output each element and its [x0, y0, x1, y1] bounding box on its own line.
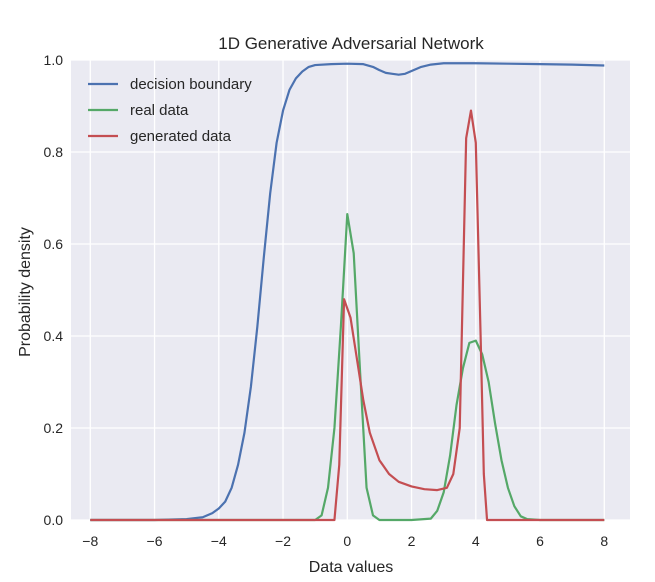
series-line-decision-boundary: [90, 62, 605, 522]
y-tick-label: 0.6: [44, 236, 64, 252]
x-tick-label: 2: [408, 533, 416, 549]
y-tick-label: 0.4: [44, 328, 64, 344]
x-axis-title: Data values: [309, 559, 394, 576]
series-line-real-data: [90, 213, 605, 522]
x-tick-label: 4: [472, 533, 480, 549]
x-tick-label: 8: [600, 533, 608, 549]
y-axis-title: Probability density: [17, 227, 34, 357]
chart-title: 1D Generative Adversarial Network: [218, 34, 484, 53]
x-tick-label: 6: [536, 533, 544, 549]
plot-background: [71, 60, 630, 520]
legend-label: generated data: [130, 128, 232, 145]
x-tick-label: −4: [211, 533, 227, 549]
legend: decision boundary real data generated data: [88, 76, 252, 145]
x-tick-label: 0: [343, 533, 351, 549]
x-tick-label: −2: [275, 533, 291, 549]
series-line-generated-data: [90, 109, 605, 522]
y-tick-label: 0.2: [44, 420, 64, 436]
y-tick-labels: 0.0 0.2 0.4 0.6 0.8 1.0: [44, 52, 64, 528]
x-tick-label: −6: [147, 533, 163, 549]
legend-label: decision boundary: [130, 76, 252, 93]
y-tick-label: 0.0: [44, 512, 64, 528]
series-lines: [90, 62, 605, 522]
y-tick-label: 1.0: [44, 52, 64, 68]
y-tick-label: 0.8: [44, 144, 64, 160]
x-tick-label: −8: [82, 533, 98, 549]
x-tick-labels: −8 −6 −4 −2 0 2 4 6 8: [82, 533, 608, 549]
legend-label: real data: [130, 102, 189, 119]
